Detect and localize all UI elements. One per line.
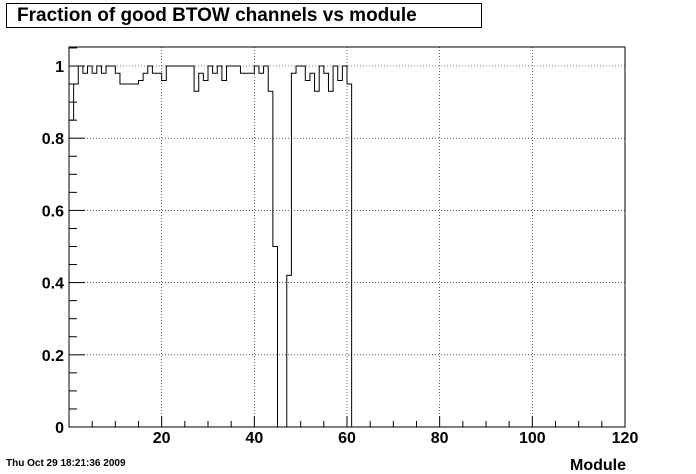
timestamp: Thu Oct 29 18:21:36 2009	[6, 458, 126, 469]
axes: 20 40 60 80 100 120 0 0.2 0.4 0.6 0.8 1	[42, 47, 639, 447]
x-tick-label: 100	[519, 430, 546, 447]
x-tick-label: 60	[338, 430, 356, 447]
x-tick-label: 20	[153, 430, 171, 447]
histogram-line	[68, 65, 357, 428]
chart-title-box: Fraction of good BTOW channels vs module	[6, 3, 482, 28]
chart-title: Fraction of good BTOW channels vs module	[17, 5, 417, 26]
y-tick-label: 0.6	[42, 203, 64, 220]
histogram-series	[68, 65, 357, 428]
y-tick-label: 0.8	[42, 131, 64, 148]
y-tick-label: 0.4	[42, 276, 64, 293]
x-tick-label: 80	[431, 430, 449, 447]
y-tick-label: 0.2	[42, 348, 64, 365]
x-axis-title: Module	[570, 457, 626, 474]
y-tick-label: 0	[55, 420, 64, 437]
grid	[69, 47, 625, 427]
x-tick-label: 120	[612, 430, 639, 447]
y-tick-label: 1	[55, 59, 64, 76]
x-tick-label: 40	[245, 430, 263, 447]
